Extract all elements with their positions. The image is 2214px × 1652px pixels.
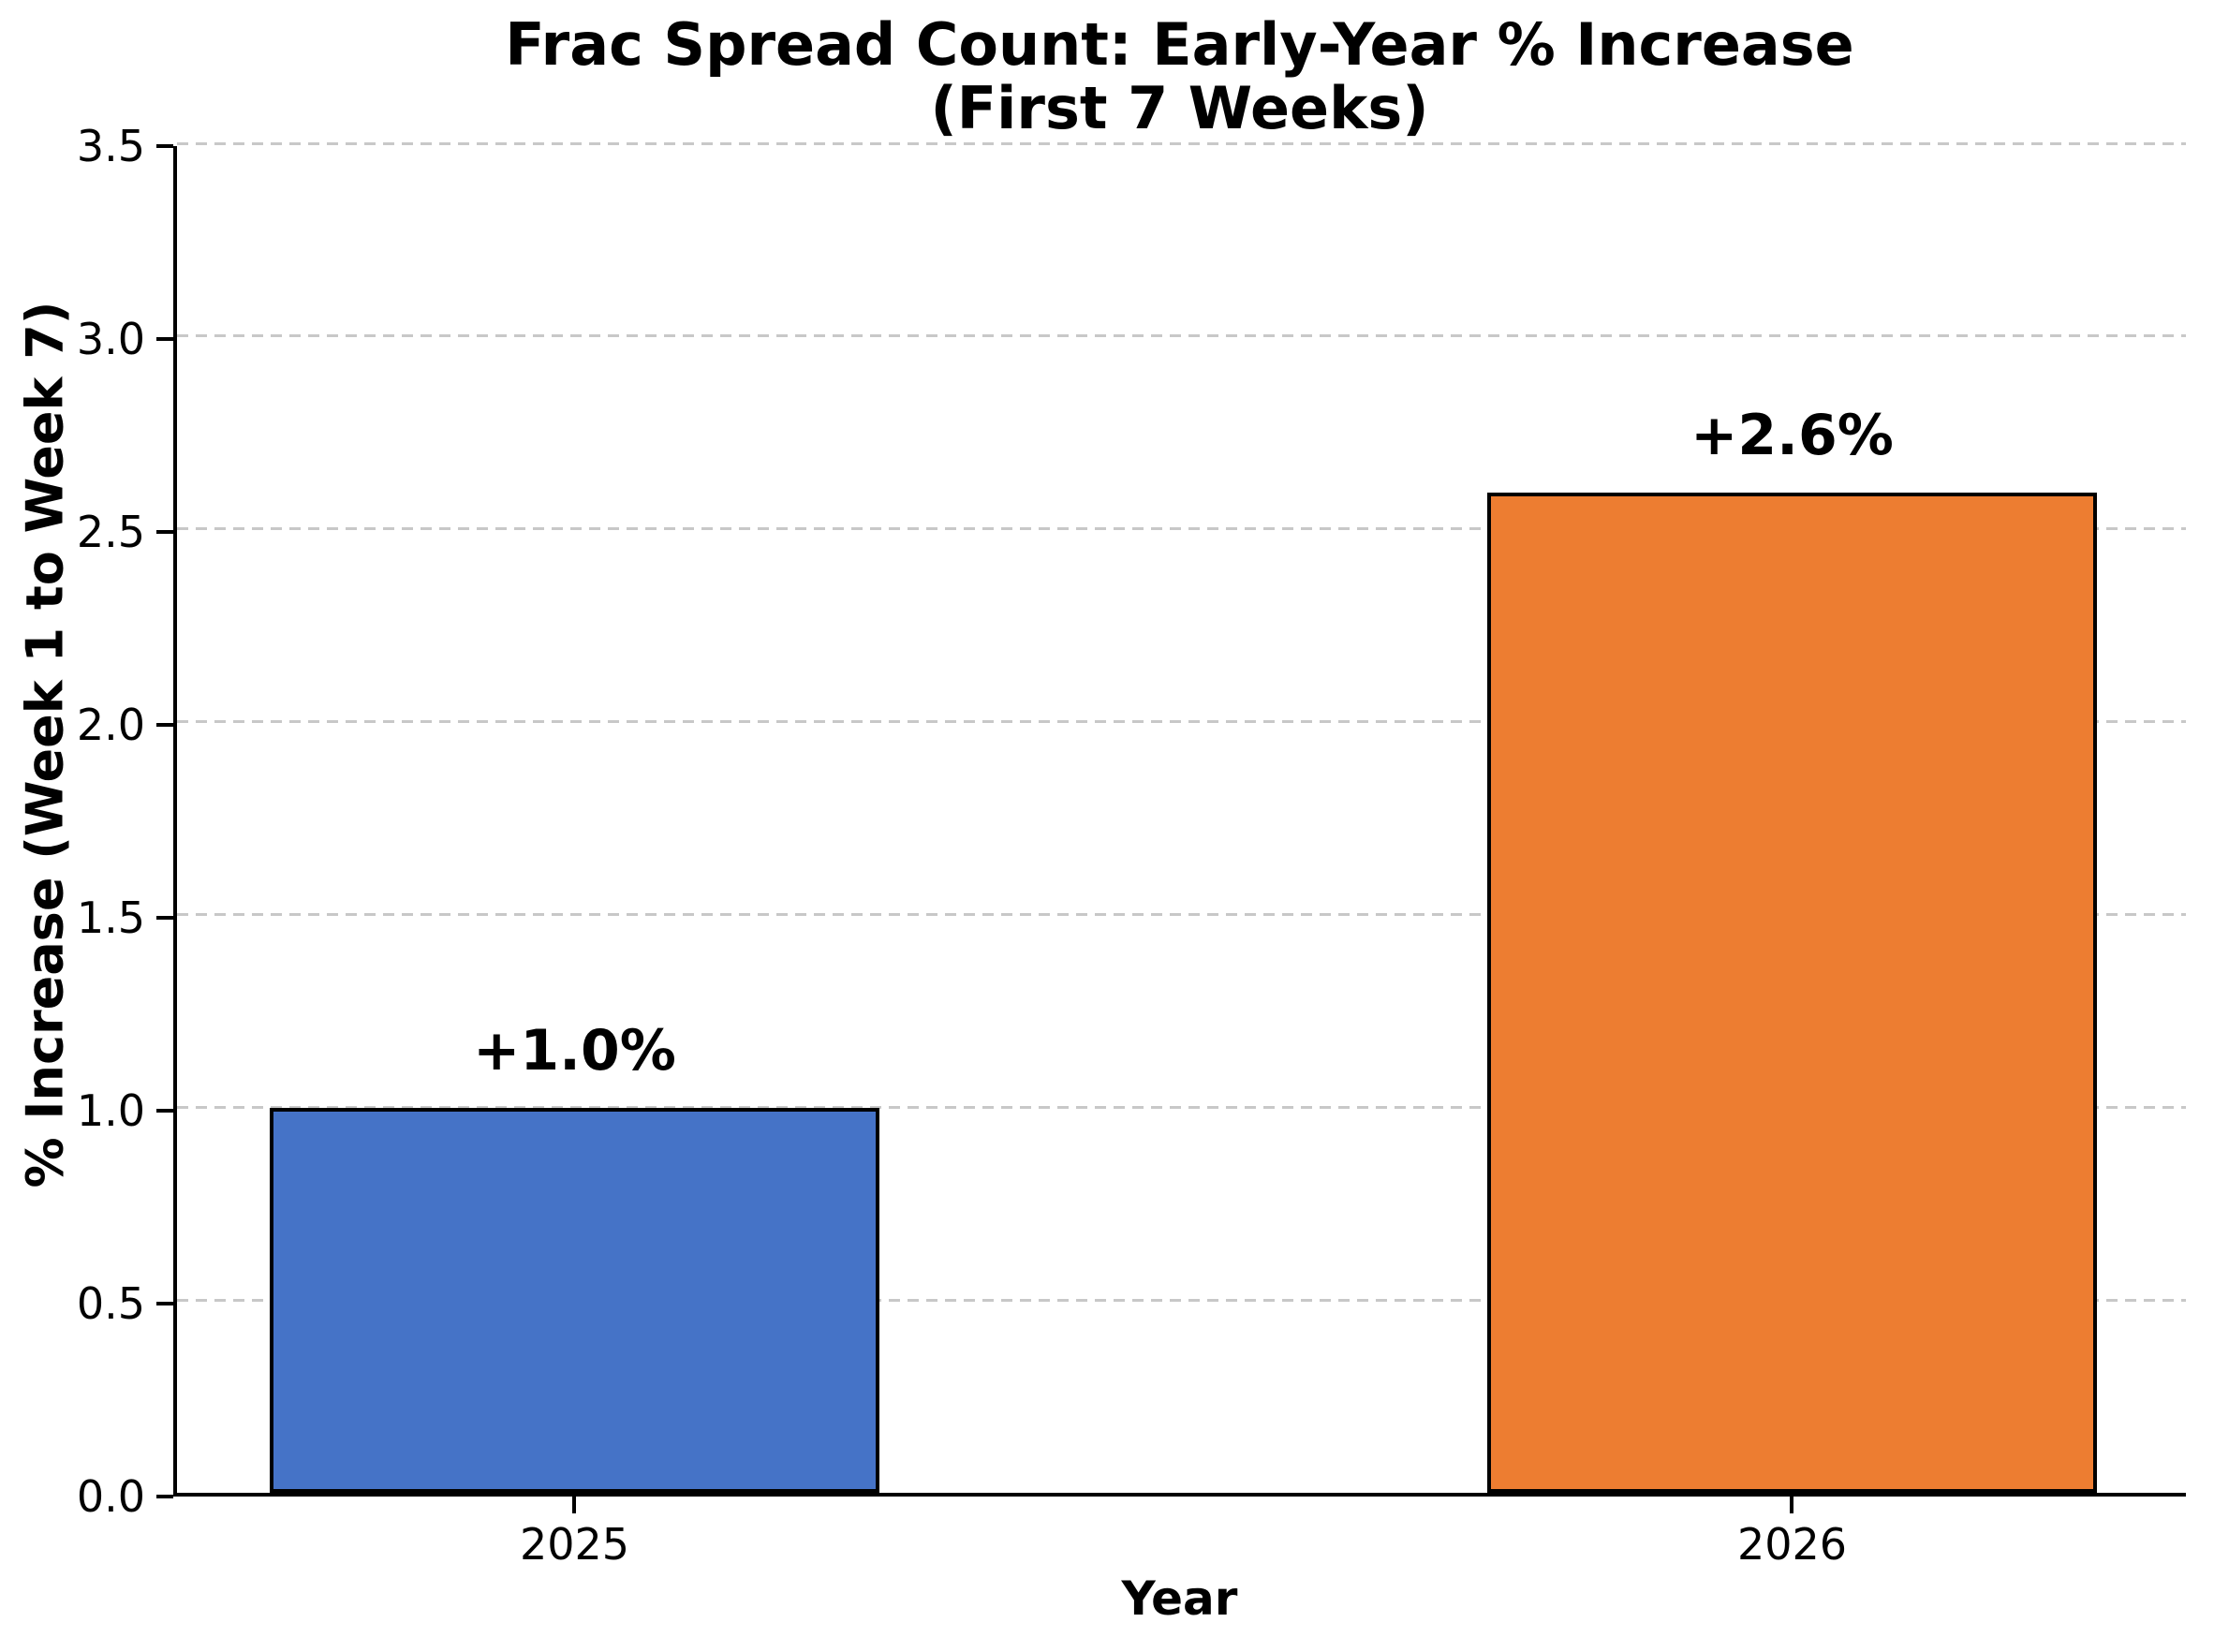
bar-2025-value-label: +1.0% xyxy=(473,1018,676,1084)
y-tick-label-3.0: 3.0 xyxy=(76,314,145,364)
gridline-2.5 xyxy=(177,527,2186,530)
y-tick-0.0 xyxy=(156,1495,173,1498)
gridline-1.0 xyxy=(177,1106,2186,1109)
x-axis-label: Year xyxy=(1121,1571,1238,1626)
y-tick-1.0 xyxy=(156,1109,173,1113)
x-tick-label-2025: 2025 xyxy=(519,1519,630,1570)
chart-title: Frac Spread Count: Early-Year % Increase xyxy=(505,10,1854,79)
gridline-3.0 xyxy=(177,334,2186,337)
bar-2026-value-label: +2.6% xyxy=(1690,402,1894,468)
gridline-0.5 xyxy=(177,1299,2186,1302)
y-tick-3.5 xyxy=(156,144,173,148)
x-tick-label-2026: 2026 xyxy=(1736,1519,1848,1570)
y-tick-1.5 xyxy=(156,916,173,920)
bar-2025: +1.0% xyxy=(270,1018,879,1493)
plot-area: +1.0% +2.6% xyxy=(173,142,2186,1497)
x-tick-2026 xyxy=(1790,1497,1793,1513)
gridline-3.5 xyxy=(177,142,2186,145)
gridline-2.0 xyxy=(177,720,2186,723)
x-tick-2025 xyxy=(572,1497,576,1513)
gridline-1.5 xyxy=(177,913,2186,916)
y-tick-3.0 xyxy=(156,337,173,341)
bar-2026: +2.6% xyxy=(1487,403,2097,1493)
y-tick-label-0.5: 0.5 xyxy=(76,1278,145,1329)
y-tick-label-2.5: 2.5 xyxy=(76,507,145,557)
chart-subtitle: (First 7 Weeks) xyxy=(930,74,1429,142)
y-tick-label-0.0: 0.0 xyxy=(76,1471,145,1522)
y-tick-2.5 xyxy=(156,530,173,534)
y-tick-label-2.0: 2.0 xyxy=(76,700,145,750)
y-tick-label-1.0: 1.0 xyxy=(76,1085,145,1136)
y-tick-label-3.5: 3.5 xyxy=(76,121,145,171)
y-tick-2.0 xyxy=(156,723,173,727)
y-tick-label-1.5: 1.5 xyxy=(76,892,145,943)
y-tick-0.5 xyxy=(156,1302,173,1305)
